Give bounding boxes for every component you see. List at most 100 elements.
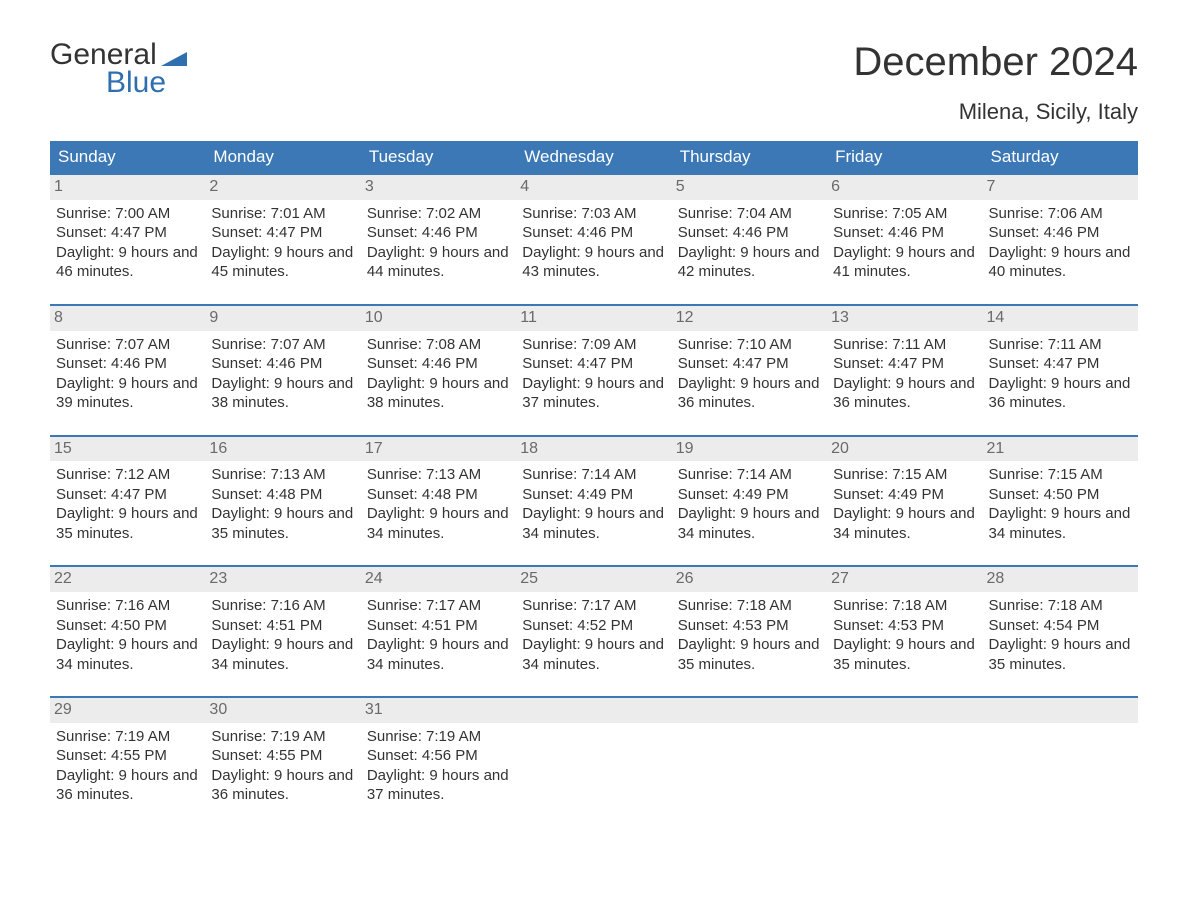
sunrise-line: Sunrise: 7:14 AM [678, 465, 821, 485]
sunrise-line: Sunrise: 7:13 AM [211, 465, 354, 485]
day-details: Sunrise: 7:15 AMSunset: 4:49 PMDaylight:… [833, 465, 976, 543]
calendar-day-cell: 23Sunrise: 7:16 AMSunset: 4:51 PMDayligh… [205, 567, 360, 682]
brand-line2: Blue [50, 68, 187, 98]
sunrise-line: Sunrise: 7:16 AM [211, 596, 354, 616]
daylight-line: Daylight: 9 hours and 40 minutes. [989, 243, 1132, 282]
daylight-line: Daylight: 9 hours and 35 minutes. [211, 504, 354, 543]
sunrise-line: Sunrise: 7:14 AM [522, 465, 665, 485]
daylight-line: Daylight: 9 hours and 36 minutes. [56, 766, 199, 805]
daylight-line: Daylight: 9 hours and 36 minutes. [211, 766, 354, 805]
day-number: 4 [516, 175, 671, 200]
sunrise-line: Sunrise: 7:16 AM [56, 596, 199, 616]
calendar-body: 1Sunrise: 7:00 AMSunset: 4:47 PMDaylight… [50, 173, 1138, 813]
day-number: 3 [361, 175, 516, 200]
calendar-week-row: 29Sunrise: 7:19 AMSunset: 4:55 PMDayligh… [50, 696, 1138, 813]
sunrise-line: Sunrise: 7:13 AM [367, 465, 510, 485]
sunset-line: Sunset: 4:46 PM [367, 223, 510, 243]
daylight-line: Daylight: 9 hours and 42 minutes. [678, 243, 821, 282]
sunset-line: Sunset: 4:47 PM [989, 354, 1132, 374]
daylight-line: Daylight: 9 hours and 34 minutes. [522, 504, 665, 543]
sunset-line: Sunset: 4:46 PM [211, 354, 354, 374]
day-details: Sunrise: 7:19 AMSunset: 4:55 PMDaylight:… [211, 727, 354, 805]
day-number [516, 698, 671, 723]
daylight-line: Daylight: 9 hours and 38 minutes. [367, 374, 510, 413]
daylight-line: Daylight: 9 hours and 43 minutes. [522, 243, 665, 282]
daylight-line: Daylight: 9 hours and 45 minutes. [211, 243, 354, 282]
sunrise-line: Sunrise: 7:12 AM [56, 465, 199, 485]
sunrise-line: Sunrise: 7:19 AM [367, 727, 510, 747]
sunset-line: Sunset: 4:56 PM [367, 746, 510, 766]
calendar-day-cell: 9 Sunrise: 7:07 AMSunset: 4:46 PMDaylight… [205, 306, 360, 421]
day-number: 9 [205, 306, 360, 331]
calendar-day-cell: 1Sunrise: 7:00 AMSunset: 4:47 PMDaylight… [50, 175, 205, 290]
sunrise-line: Sunrise: 7:18 AM [833, 596, 976, 616]
calendar-day-cell: 13Sunrise: 7:11 AMSunset: 4:47 PMDayligh… [827, 306, 982, 421]
sunrise-line: Sunrise: 7:01 AM [211, 204, 354, 224]
sunset-line: Sunset: 4:53 PM [678, 616, 821, 636]
daylight-line: Daylight: 9 hours and 35 minutes. [833, 635, 976, 674]
sunrise-line: Sunrise: 7:04 AM [678, 204, 821, 224]
sunrise-line: Sunrise: 7:19 AM [56, 727, 199, 747]
sunrise-line: Sunrise: 7:07 AM [56, 335, 199, 355]
day-details: Sunrise: 7:19 AMSunset: 4:56 PMDaylight:… [367, 727, 510, 805]
day-number: 19 [672, 437, 827, 462]
day-details: Sunrise: 7:05 AMSunset: 4:46 PMDaylight:… [833, 204, 976, 282]
calendar-day-cell: 15 Sunrise: 7:12 AMSunset: 4:47 PMDayligh… [50, 437, 205, 552]
sunrise-line: Sunrise: 7:11 AM [833, 335, 976, 355]
day-number: 27 [827, 567, 982, 592]
day-number: 25 [516, 567, 671, 592]
day-details: Sunrise: 7:13 AMSunset: 4:48 PMDaylight:… [367, 465, 510, 543]
calendar-day-cell: 4Sunrise: 7:03 AMSunset: 4:46 PMDaylight… [516, 175, 671, 290]
sunrise-line: Sunrise: 7:09 AM [522, 335, 665, 355]
calendar-day-cell: 22Sunrise: 7:16 AMSunset: 4:50 PMDayligh… [50, 567, 205, 682]
flag-icon [161, 48, 187, 66]
daylight-line: Daylight: 9 hours and 39 minutes. [56, 374, 199, 413]
calendar-day-cell: 14Sunrise: 7:11 AMSunset: 4:47 PMDayligh… [983, 306, 1138, 421]
day-number: 26 [672, 567, 827, 592]
sunrise-line: Sunrise: 7:08 AM [367, 335, 510, 355]
day-details: Sunrise: 7:18 AMSunset: 4:54 PMDaylight:… [989, 596, 1132, 674]
day-number [827, 698, 982, 723]
daylight-line: Daylight: 9 hours and 34 minutes. [367, 635, 510, 674]
sunset-line: Sunset: 4:53 PM [833, 616, 976, 636]
day-details: Sunrise: 7:16 AMSunset: 4:50 PMDaylight:… [56, 596, 199, 674]
sunrise-line: Sunrise: 7:05 AM [833, 204, 976, 224]
daylight-line: Daylight: 9 hours and 34 minutes. [211, 635, 354, 674]
calendar-day-cell: 8Sunrise: 7:07 AMSunset: 4:46 PMDaylight… [50, 306, 205, 421]
sunrise-line: Sunrise: 7:07 AM [211, 335, 354, 355]
weekday-header: Thursday [672, 141, 827, 173]
day-details: Sunrise: 7:12 AMSunset: 4:47 PMDaylight:… [56, 465, 199, 543]
calendar-day-cell: 18Sunrise: 7:14 AMSunset: 4:49 PMDayligh… [516, 437, 671, 552]
calendar-day-cell: 28 Sunrise: 7:18 AMSunset: 4:54 PMDayligh… [983, 567, 1138, 682]
daylight-line: Daylight: 9 hours and 37 minutes. [367, 766, 510, 805]
calendar-week-row: 8Sunrise: 7:07 AMSunset: 4:46 PMDaylight… [50, 304, 1138, 421]
day-details: Sunrise: 7:01 AMSunset: 4:47 PMDaylight:… [211, 204, 354, 282]
daylight-line: Daylight: 9 hours and 38 minutes. [211, 374, 354, 413]
day-number: 15 [50, 437, 205, 462]
day-number: 29 [50, 698, 205, 723]
day-number [672, 698, 827, 723]
day-number: 11 [516, 306, 671, 331]
daylight-line: Daylight: 9 hours and 41 minutes. [833, 243, 976, 282]
day-number: 28 [983, 567, 1138, 592]
daylight-line: Daylight: 9 hours and 34 minutes. [678, 504, 821, 543]
day-details: Sunrise: 7:00 AMSunset: 4:47 PMDaylight:… [56, 204, 199, 282]
sunset-line: Sunset: 4:55 PM [211, 746, 354, 766]
day-number: 14 [983, 306, 1138, 331]
sunrise-line: Sunrise: 7:10 AM [678, 335, 821, 355]
day-number: 7 [983, 175, 1138, 200]
weekday-header: Wednesday [516, 141, 671, 173]
day-number: 5 [672, 175, 827, 200]
calendar-day-cell: 16Sunrise: 7:13 AMSunset: 4:48 PMDayligh… [205, 437, 360, 552]
daylight-line: Daylight: 9 hours and 34 minutes. [522, 635, 665, 674]
sunset-line: Sunset: 4:46 PM [367, 354, 510, 374]
day-details: Sunrise: 7:09 AMSunset: 4:47 PMDaylight:… [522, 335, 665, 413]
calendar-day-cell: 10Sunrise: 7:08 AMSunset: 4:46 PMDayligh… [361, 306, 516, 421]
daylight-line: Daylight: 9 hours and 36 minutes. [989, 374, 1132, 413]
calendar-day-cell: 20Sunrise: 7:15 AMSunset: 4:49 PMDayligh… [827, 437, 982, 552]
sunset-line: Sunset: 4:48 PM [211, 485, 354, 505]
day-details: Sunrise: 7:07 AMSunset: 4:46 PMDaylight:… [211, 335, 354, 413]
sunrise-line: Sunrise: 7:18 AM [678, 596, 821, 616]
calendar-day-cell: 30Sunrise: 7:19 AMSunset: 4:55 PMDayligh… [205, 698, 360, 813]
calendar-day-cell: 3Sunrise: 7:02 AMSunset: 4:46 PMDaylight… [361, 175, 516, 290]
